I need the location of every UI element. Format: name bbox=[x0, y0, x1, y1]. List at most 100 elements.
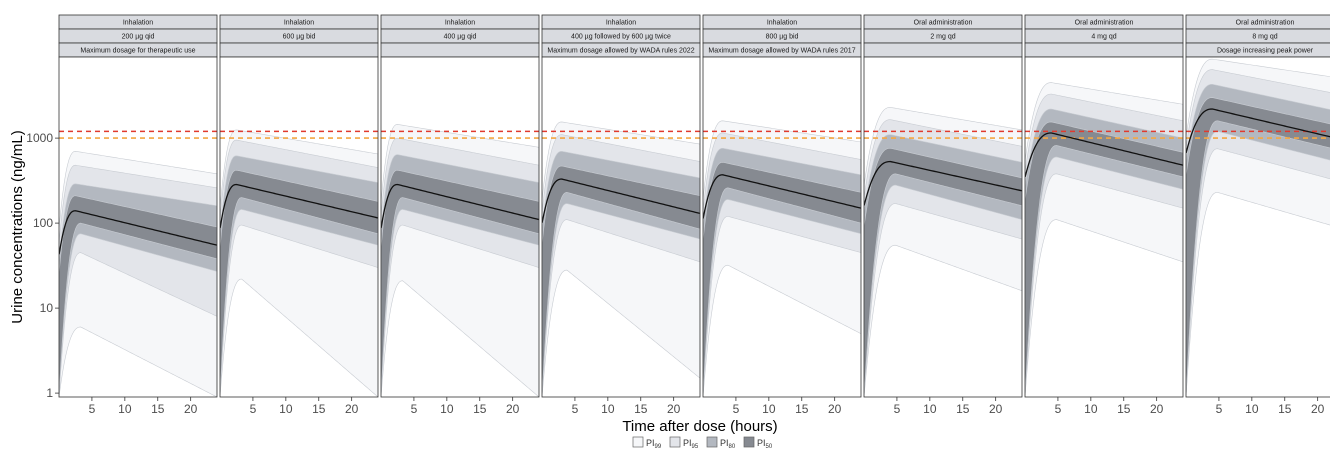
x-tick-label: 15 bbox=[312, 402, 326, 416]
y-tick-label: 100 bbox=[33, 216, 53, 230]
strip-route: Inhalation bbox=[606, 20, 636, 27]
panel-2: Inhalation 600 µg bid 5 10 15 20 bbox=[219, 14, 379, 416]
legend-key-2 bbox=[669, 436, 681, 448]
x-tick-label: 5 bbox=[89, 402, 96, 416]
band-pi50 bbox=[542, 165, 700, 395]
median-line bbox=[220, 183, 378, 229]
band-pi50 bbox=[1025, 121, 1183, 395]
legend-label-4: PI50 bbox=[757, 438, 773, 450]
x-tick-label: 10 bbox=[279, 402, 293, 416]
panel-border bbox=[541, 56, 701, 398]
panel-border bbox=[58, 56, 218, 398]
strip-note-box bbox=[380, 42, 540, 58]
band-pi50 bbox=[59, 195, 217, 395]
x-tick-label: 5 bbox=[894, 402, 901, 416]
plot-area bbox=[1186, 58, 1330, 395]
strip-note-box bbox=[219, 42, 379, 58]
strip-route: Oral administration bbox=[1236, 20, 1295, 27]
strip-regimen: 800 µg bid bbox=[766, 34, 799, 41]
strip-regimen: 200 µg qid bbox=[122, 34, 155, 41]
strip-route: Oral administration bbox=[914, 20, 973, 27]
strip-regimen: 8 mg qd bbox=[1252, 34, 1277, 41]
x-tick-label: 20 bbox=[828, 402, 842, 416]
panel-border bbox=[1185, 56, 1330, 398]
plot-area bbox=[59, 130, 217, 397]
x-tick-label: 15 bbox=[151, 402, 165, 416]
y-tick-label: 1000 bbox=[26, 131, 53, 145]
legend-label-2: PI95 bbox=[683, 438, 699, 450]
plot-area bbox=[703, 120, 861, 396]
median-line bbox=[59, 210, 217, 255]
panel-6: Oral administration 2 mg qd 5 10 15 20 bbox=[863, 14, 1023, 416]
strip-note: Dosage increasing peak power bbox=[1217, 48, 1314, 55]
x-tick-label: 5 bbox=[1055, 402, 1062, 416]
y-axis-title: Urine concentrations (ng/mL) bbox=[9, 130, 26, 323]
strip-note-box bbox=[1024, 42, 1184, 58]
band-pi50 bbox=[703, 161, 861, 395]
panel-5: Inhalation 800 µg bid Maximum dosage allow… bbox=[702, 14, 862, 416]
y-tick-label: 10 bbox=[40, 301, 54, 315]
strip-route: Inhalation bbox=[284, 20, 314, 27]
legend: PI99 PI95 PI80 PI50 bbox=[632, 436, 773, 450]
plot-area bbox=[220, 129, 378, 397]
panel-border bbox=[1024, 56, 1184, 398]
x-tick-label: 15 bbox=[1117, 402, 1131, 416]
median-line bbox=[542, 178, 700, 223]
x-tick-label: 15 bbox=[956, 402, 970, 416]
x-tick-label: 10 bbox=[601, 402, 615, 416]
panel-8: Oral administration 8 mg qd Dosage increas… bbox=[1185, 14, 1330, 416]
band-pi50 bbox=[1186, 97, 1330, 395]
strip-route: Inhalation bbox=[445, 20, 475, 27]
panel-1: Inhalation 200 µg qid Maximum dosage for t… bbox=[58, 14, 218, 416]
legend-label-1: PI99 bbox=[646, 438, 662, 450]
median-line bbox=[381, 183, 539, 229]
x-tick-label: 15 bbox=[473, 402, 487, 416]
strip-regimen: 2 mg qd bbox=[930, 34, 955, 41]
legend-key-1 bbox=[632, 436, 644, 448]
strip-note: Maximum dosage for therapeutic use bbox=[80, 48, 195, 55]
x-tick-label: 20 bbox=[506, 402, 520, 416]
panel-3: Inhalation 400 µg qid 5 10 15 20 bbox=[380, 14, 540, 416]
panel-border bbox=[380, 56, 540, 398]
strip-regimen: 400 µg followed by 600 µg twice bbox=[571, 34, 671, 41]
x-tick-label: 5 bbox=[733, 402, 740, 416]
panel-border bbox=[702, 56, 862, 398]
plot-area bbox=[1025, 82, 1183, 396]
x-tick-label: 15 bbox=[795, 402, 809, 416]
x-tick-label: 5 bbox=[572, 402, 579, 416]
strip-note-box bbox=[863, 42, 1023, 58]
band-pi80 bbox=[864, 134, 1022, 395]
x-tick-label: 20 bbox=[1311, 402, 1325, 416]
y-tick-label: 1 bbox=[46, 386, 53, 400]
strip-route: Inhalation bbox=[767, 20, 797, 27]
panel-4: Inhalation 400 µg followed by 600 µg twic… bbox=[541, 14, 701, 416]
x-tick-label: 5 bbox=[411, 402, 418, 416]
panel-border bbox=[863, 56, 1023, 398]
legend-key-4 bbox=[743, 436, 755, 448]
panel-border bbox=[219, 56, 379, 398]
x-tick-label: 15 bbox=[634, 402, 648, 416]
strip-note: Maximum dosage allowed by WADA rules 202… bbox=[547, 48, 694, 55]
x-tick-label: 10 bbox=[923, 402, 937, 416]
band-pi50 bbox=[381, 169, 539, 395]
strip-route: Inhalation bbox=[123, 20, 153, 27]
x-tick-label: 5 bbox=[250, 402, 257, 416]
x-tick-label: 20 bbox=[1150, 402, 1164, 416]
x-tick-label: 10 bbox=[762, 402, 776, 416]
strip-regimen: 600 µg bid bbox=[283, 34, 316, 41]
median-line bbox=[1186, 108, 1330, 154]
strip-route: Oral administration bbox=[1075, 20, 1134, 27]
x-tick-label: 10 bbox=[1245, 402, 1259, 416]
panel-7: Oral administration 4 mg qd 5 10 15 20 bbox=[1024, 14, 1184, 416]
band-pi50 bbox=[864, 147, 1022, 395]
x-tick-label: 20 bbox=[667, 402, 681, 416]
median-line bbox=[864, 160, 1022, 206]
x-tick-label: 20 bbox=[989, 402, 1003, 416]
x-tick-label: 20 bbox=[345, 402, 359, 416]
x-axis-title: Time after dose (hours) bbox=[622, 418, 777, 435]
strip-regimen: 4 mg qd bbox=[1091, 34, 1116, 41]
legend-label-3: PI80 bbox=[720, 438, 736, 450]
x-tick-label: 10 bbox=[1084, 402, 1098, 416]
x-tick-label: 10 bbox=[440, 402, 454, 416]
